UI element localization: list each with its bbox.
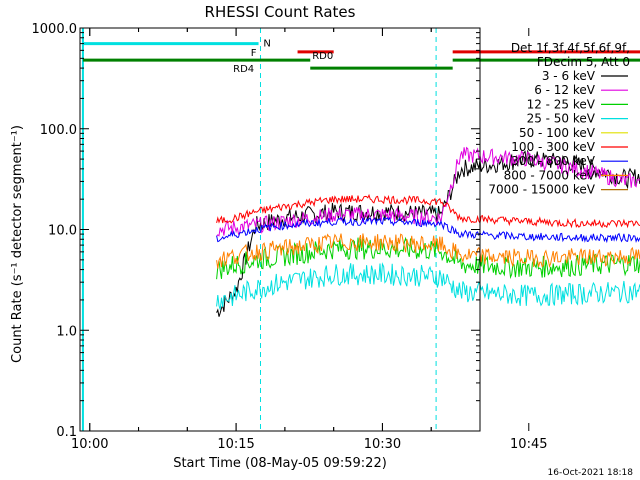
timestamp-label: 16-Oct-2021 18:18 <box>548 468 634 478</box>
legend-label: 7000 - 15000 keV <box>488 183 595 197</box>
legend-label: 800 - 7000 keV <box>504 168 596 182</box>
series-line-12to25keV <box>216 236 640 280</box>
flare-flag-label: F <box>251 48 257 59</box>
night-flag-label: N <box>263 39 270 50</box>
series-line-300to800keV <box>216 216 640 244</box>
x-tick-label: 10:45 <box>510 437 547 452</box>
legend-label: 50 - 100 keV <box>519 126 596 140</box>
legend-label: 300 - 800 keV <box>511 154 595 168</box>
series-line-100to300keV <box>216 193 640 229</box>
y-tick-label: 10.0 <box>48 224 77 239</box>
x-tick-label: 10:30 <box>364 437 401 452</box>
series-line-800to7000keV <box>216 233 640 269</box>
legend-label: 3 - 6 keV <box>542 69 596 83</box>
rd0-flag-label: RD0 <box>312 51 333 62</box>
y-axis-label: Count Rate (s⁻¹ detector segment⁻¹) <box>10 125 25 363</box>
plot-area: NFRD0RD410:0010:1510:3010:4511:0011:1511… <box>32 22 640 452</box>
legend-label: 100 - 300 keV <box>511 140 595 154</box>
rd4-flag-label: RD4 <box>233 64 254 75</box>
y-tick-label: 1.0 <box>56 324 77 339</box>
legend-label: 25 - 50 keV <box>527 112 596 126</box>
legend-label: 12 - 25 keV <box>527 97 596 111</box>
chart-title: RHESSI Count Rates <box>205 3 356 21</box>
y-tick-label: 100.0 <box>40 123 77 138</box>
legend: Det 1f,3f,4f,5f,6f,9f, FDecim 5, Att 0 3… <box>488 41 630 197</box>
legend-header-line-1: Det 1f,3f,4f,5f,6f,9f, <box>511 41 630 55</box>
legend-header-line-2: FDecim 5, Att 0 <box>537 55 630 69</box>
series-line-3to6keV <box>216 149 640 317</box>
y-tick-label: 0.1 <box>56 425 77 440</box>
series-line-25to50keV <box>216 262 640 310</box>
x-tick-label: 10:00 <box>71 437 108 452</box>
series-line-6to12keV <box>216 146 640 237</box>
x-tick-label: 10:15 <box>217 437 254 452</box>
legend-label: 6 - 12 keV <box>534 83 596 97</box>
y-tick-label: 1000.0 <box>32 22 78 37</box>
x-axis-label: Start Time (08-May-05 09:59:22) <box>173 456 387 471</box>
